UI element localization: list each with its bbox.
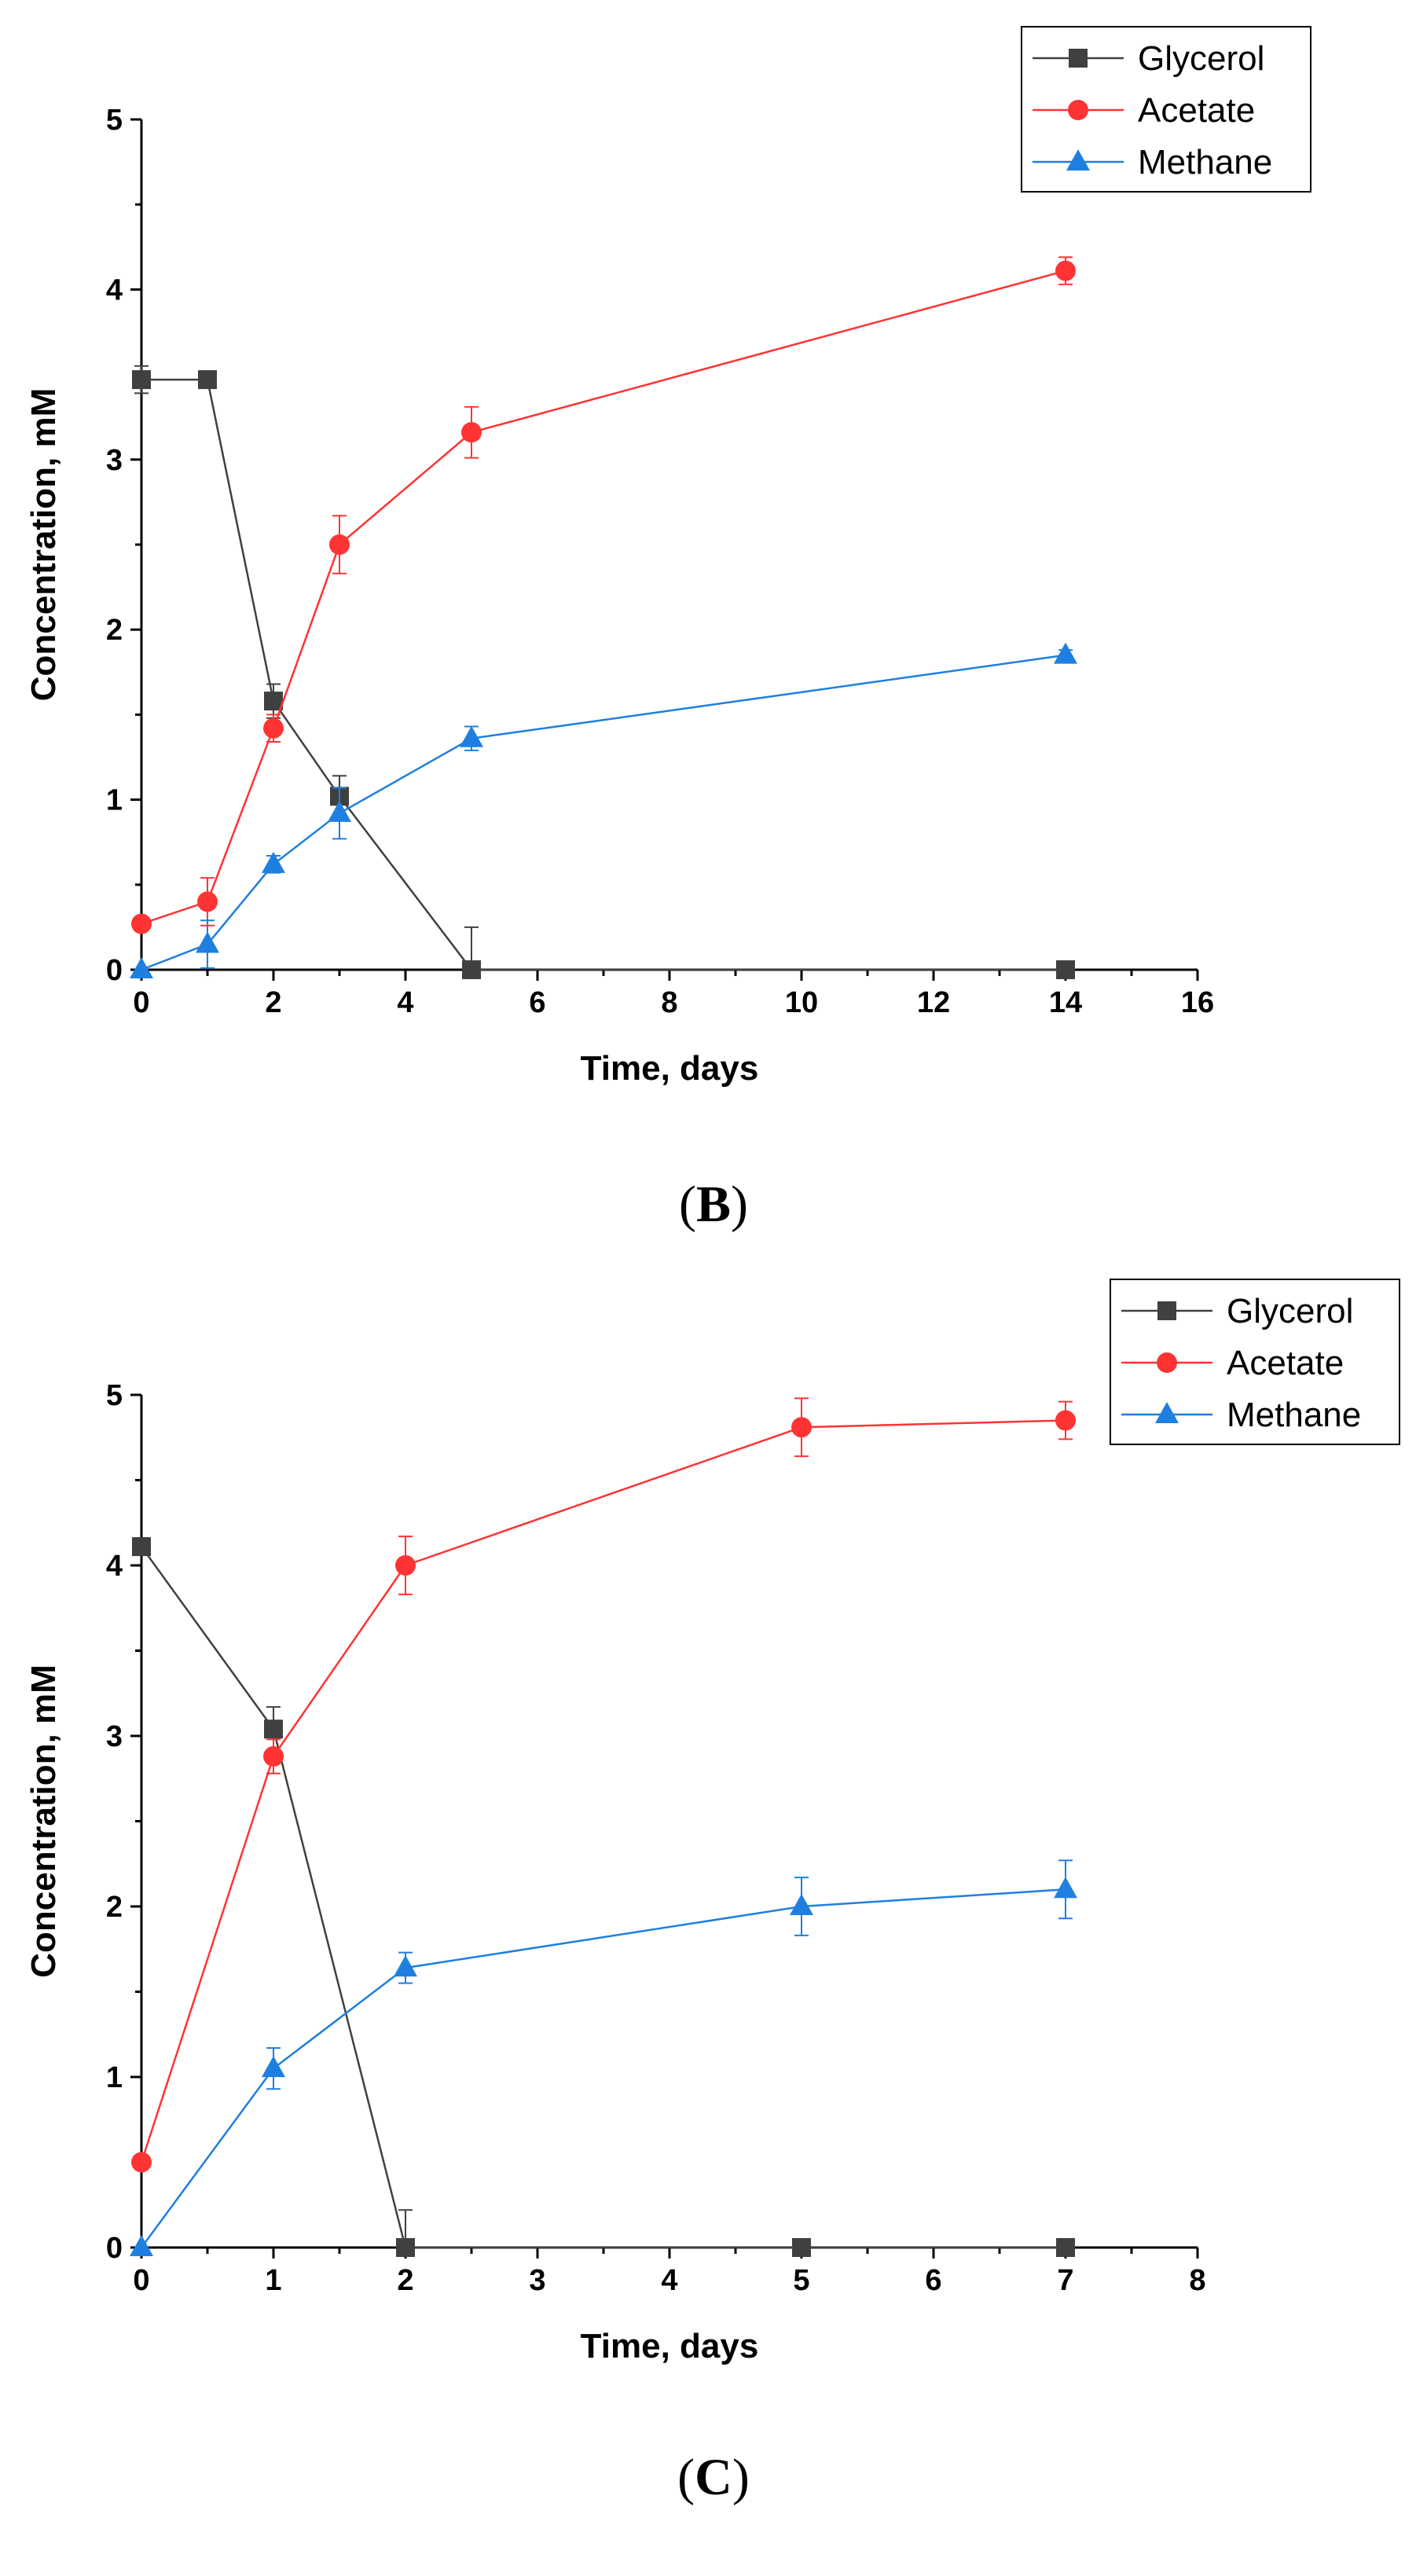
x-tick-label: 6 [925, 2264, 941, 2297]
methane-point [394, 1955, 417, 1977]
acetate-point [329, 534, 350, 555]
glycerol-point [792, 2238, 811, 2257]
glycerol-point [198, 370, 217, 390]
panel-label-b: (B) [679, 1176, 748, 1233]
acetate-point [197, 891, 218, 912]
methane-point [130, 957, 153, 978]
acetate-point [263, 717, 284, 739]
x-tick-label: 8 [1189, 2264, 1205, 2297]
glycerol-point [1056, 2238, 1075, 2257]
series-methane [130, 642, 1077, 978]
x-tick-label: 5 [793, 2264, 809, 2297]
series-glycerol [132, 365, 1075, 979]
x-tick-label: 16 [1181, 986, 1214, 1019]
y-tick-label: 3 [106, 1720, 123, 1753]
acetate-point [131, 913, 152, 934]
legend-marker-glycerol [1157, 1301, 1176, 1320]
x-tick-label: 14 [1049, 986, 1082, 1019]
y-tick-label: 2 [106, 1891, 123, 1924]
legend-label-glycerol: Glycerol [1138, 39, 1264, 78]
x-tick-label: 1 [265, 2264, 281, 2297]
legend-label-acetate: Acetate [1227, 1344, 1344, 1382]
legend-marker-acetate [1068, 100, 1088, 120]
acetate-point [263, 1746, 284, 1767]
panel-label-c: (C) [677, 2449, 750, 2506]
methane-line [141, 654, 1066, 971]
y-tick-label: 3 [106, 444, 123, 477]
acetate-point [1055, 1410, 1076, 1431]
y-tick-label: 4 [106, 273, 123, 306]
methane-point [790, 1894, 813, 1915]
legend-label-methane: Methane [1138, 143, 1272, 182]
x-tick-label: 3 [529, 2264, 545, 2297]
x-tick-label: 6 [529, 986, 545, 1019]
methane-point [130, 2235, 153, 2256]
y-tick-label: 4 [106, 1550, 123, 1583]
x-tick-label: 12 [917, 986, 950, 1019]
acetate-point [461, 422, 482, 443]
series-acetate [131, 1397, 1076, 2173]
glycerol-point [1056, 960, 1075, 979]
glycerol-line [140, 1546, 1066, 2249]
methane-point [1054, 642, 1077, 664]
glycerol-point [396, 2238, 415, 2257]
methane-point [262, 851, 285, 873]
acetate-point [131, 2152, 152, 2173]
y-axis-title: Concentration, mM [24, 388, 63, 701]
legend-label-glycerol: Glycerol [1227, 1292, 1353, 1330]
x-tick-label: 8 [661, 986, 677, 1019]
methane-point [460, 725, 483, 747]
x-tick-label: 4 [661, 2264, 677, 2297]
acetate-line [140, 1419, 1066, 2163]
x-tick-label: 4 [397, 986, 413, 1019]
y-tick-label: 5 [106, 1379, 123, 1412]
y-tick-label: 2 [106, 614, 123, 647]
legend-marker-methane [1066, 149, 1090, 171]
glycerol-point [264, 692, 283, 711]
x-axis-title: Time, days [581, 2327, 759, 2365]
y-tick-label: 0 [106, 954, 123, 987]
y-tick-label: 1 [106, 784, 123, 817]
x-tick-label: 7 [1057, 2264, 1073, 2297]
acetate-point [1055, 260, 1076, 281]
chart-panel-c: 0 1 2 3 4 5 0 1 2 3 4 5 6 7 8 Time, days Concentration, … [24, 1279, 1400, 2365]
legend: Glycerol Acetate Methane [1021, 26, 1311, 193]
series-methane [130, 1859, 1077, 2256]
y-tick-label: 0 [106, 2232, 123, 2265]
legend-marker-glycerol [1069, 49, 1088, 68]
glycerol-point [264, 1719, 283, 1739]
methane-point [328, 800, 351, 822]
glycerol-point [132, 1537, 151, 1557]
y-tick-label: 5 [106, 104, 123, 137]
glycerol-point [132, 370, 151, 390]
methane-point [196, 931, 219, 953]
series-glycerol [132, 1537, 1075, 2257]
legend-label-methane: Methane [1227, 1396, 1361, 1434]
legend-marker-methane [1155, 1402, 1179, 1423]
acetate-point [395, 1555, 416, 1576]
x-axis-title: Time, days [581, 1049, 759, 1088]
x-tick-label: 10 [785, 986, 818, 1019]
legend-label-acetate: Acetate [1138, 91, 1255, 130]
glycerol-point [462, 960, 481, 979]
acetate-line [141, 270, 1066, 925]
x-tick-label: 2 [265, 986, 281, 1019]
x-tick-label: 0 [133, 986, 149, 1019]
acetate-point [791, 1417, 812, 1438]
legend-marker-acetate [1157, 1352, 1177, 1373]
y-tick-label: 1 [106, 2061, 123, 2094]
legend: Glycerol Acetate Methane [1110, 1279, 1400, 1445]
glycerol-line [141, 378, 1066, 971]
x-tick-label: 0 [133, 2264, 149, 2297]
y-axis-title: Concentration, mM [24, 1664, 63, 1977]
x-tick-label: 2 [397, 2264, 413, 2297]
series-acetate [131, 256, 1076, 934]
methane-point [262, 2056, 285, 2078]
methane-point [1054, 1877, 1077, 1899]
